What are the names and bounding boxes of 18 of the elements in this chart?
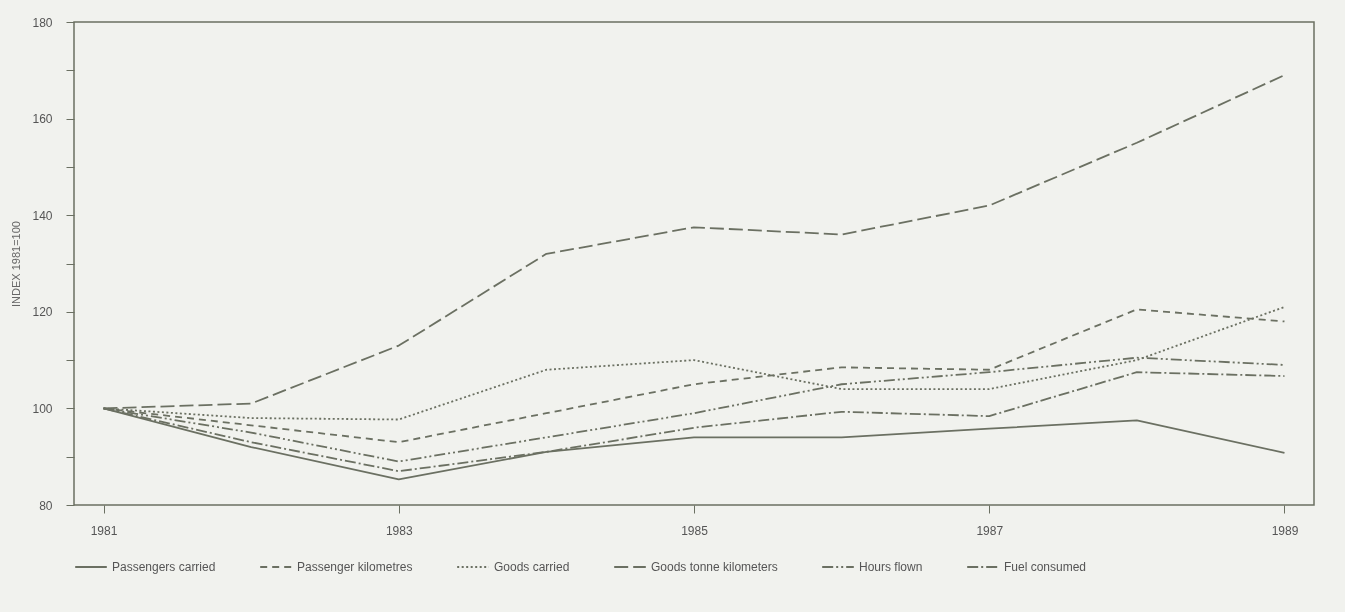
y-tick-label: 160 (32, 112, 53, 127)
y-axis-title: INDEX 1981=100 (10, 221, 23, 307)
x-tick-label: 1983 (385, 523, 413, 538)
x-tick-label: 1987 (976, 523, 1004, 538)
x-tick-label: 1989 (1271, 523, 1299, 538)
legend-label: Fuel consumed (1004, 560, 1087, 574)
legend-label: Goods tonne kilometers (651, 560, 778, 574)
legend-label: Goods carried (494, 560, 570, 574)
x-tick-label: 1981 (90, 523, 118, 538)
y-tick-label: 120 (32, 305, 53, 320)
y-tick-label: 80 (39, 498, 53, 513)
legend-label: Hours flown (859, 560, 923, 574)
legend-label: Passenger kilometres (297, 560, 413, 574)
y-tick-label: 140 (32, 208, 53, 223)
legend-label: Passengers carried (112, 560, 216, 574)
y-tick-label: 180 (32, 15, 53, 30)
x-tick-label: 1985 (681, 523, 709, 538)
y-tick-label: 100 (32, 401, 53, 416)
